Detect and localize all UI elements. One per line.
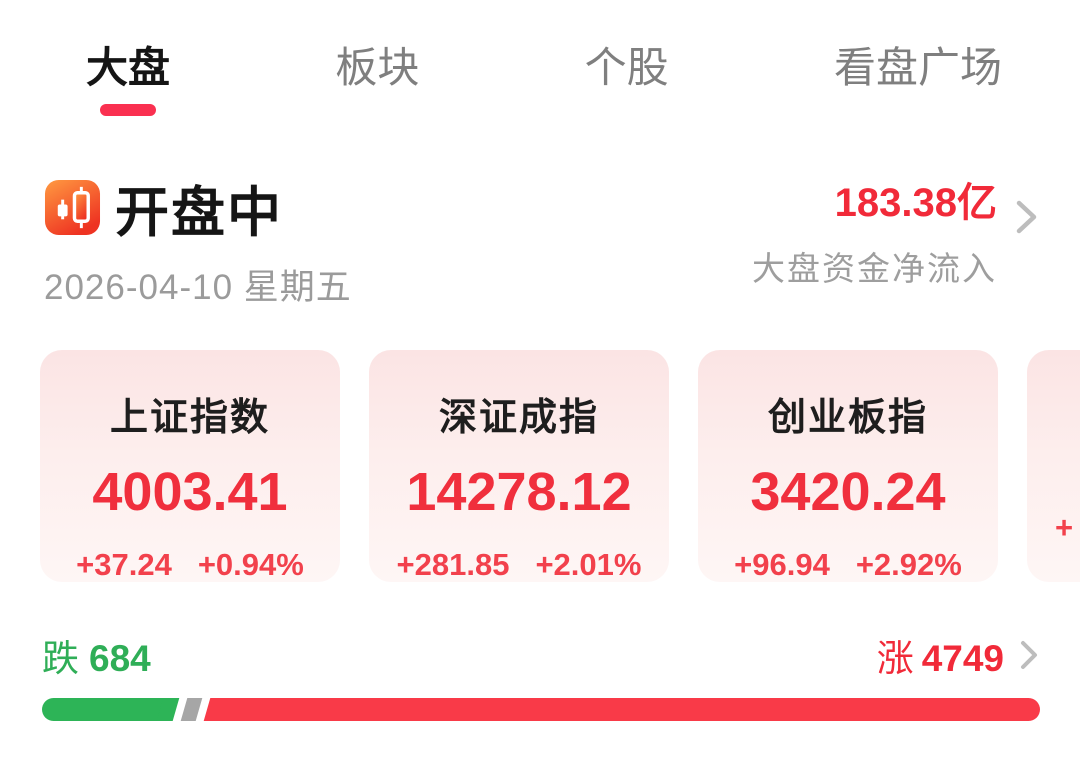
index-card-chinext[interactable]: 创业板指 3420.24 +96.94 +2.92% [698, 350, 998, 582]
advancers-block[interactable]: 涨 4749 [877, 628, 1040, 682]
decliners-count: 684 [89, 638, 151, 679]
tab-sectors[interactable]: 板块 [335, 34, 419, 95]
tab-label: 板块 [335, 44, 420, 91]
market-status-label: 开盘中 [115, 183, 283, 243]
index-card-shanghai[interactable]: 上证指数 4003.41 +37.24 +0.94% [40, 350, 340, 582]
tab-label: 看盘广场 [833, 44, 1002, 91]
advance-decline-bar [42, 698, 1040, 721]
index-name: 深证成指 [438, 397, 599, 439]
index-change-pct: +2.92% [855, 547, 962, 582]
decliners-bar-segment [42, 698, 168, 721]
tab-label: 大盘 [86, 44, 171, 91]
net-inflow-label: 大盘资金净流入 [752, 250, 997, 287]
index-change: + [1055, 510, 1074, 545]
turnover-footer: 今日实时成交额 11913 亿 较上一日此时 +416 亿 [44, 761, 1038, 768]
index-value: 4003.41 [92, 462, 288, 522]
index-cards-row: 上证指数 4003.41 +37.24 +0.94% 深证成指 14278.12… [40, 350, 1080, 582]
advance-decline-section: 跌 684 涨 4749 [42, 628, 1040, 721]
tab-market-overview[interactable]: 大盘 [86, 34, 170, 116]
index-card-partial[interactable]: + [1027, 350, 1080, 582]
decliners-label: 跌 684 [42, 628, 151, 682]
advancers-bar-segment [216, 698, 1040, 721]
index-value: 14278.12 [406, 462, 632, 522]
today-turnover: 今日实时成交额 11913 亿 [44, 761, 500, 768]
index-name: 创业板指 [767, 397, 928, 439]
top-tab-bar: 大盘 板块 个股 看盘广场 [0, 0, 1080, 116]
chevron-right-icon[interactable] [1013, 196, 1040, 238]
index-change: +281.85 [396, 547, 510, 582]
advancers-label: 涨 4749 [877, 628, 1004, 682]
turnover-comparison: 较上一日此时 +416 亿 [638, 761, 1038, 768]
advancers-word: 涨 [876, 638, 914, 679]
decliners-word: 跌 [42, 638, 79, 679]
date-value: 2026-04-10 [44, 268, 234, 307]
index-change-pct: +0.94% [197, 547, 304, 582]
advancers-count: 4749 [921, 638, 1004, 679]
index-change: +37.24 [76, 547, 172, 582]
tab-label: 个股 [584, 44, 669, 91]
net-inflow-value: 183.38亿 [834, 181, 997, 225]
tab-stocks[interactable]: 个股 [585, 34, 669, 95]
market-date: 2026-04-10 星期五 [44, 259, 752, 310]
index-name: 上证指数 [109, 397, 270, 439]
bar-divider [180, 698, 203, 721]
chevron-right-icon[interactable] [1018, 638, 1040, 672]
net-inflow-block[interactable]: 183.38亿 大盘资金净流入 [752, 170, 997, 290]
index-card-shenzhen[interactable]: 深证成指 14278.12 +281.85 +2.01% [369, 350, 669, 582]
weekday-value: 星期五 [243, 268, 352, 307]
market-status-section: 开盘中 2026-04-10 星期五 183.38亿 大盘资金净流入 [44, 168, 1040, 310]
candlestick-chart-icon [44, 179, 101, 236]
market-status-left: 开盘中 2026-04-10 星期五 [44, 168, 752, 310]
tab-watch-plaza[interactable]: 看盘广场 [834, 34, 1002, 95]
index-change: +96.94 [734, 547, 830, 582]
index-change-pct: +2.01% [535, 547, 642, 582]
active-tab-underline [100, 104, 156, 116]
index-value: 3420.24 [750, 462, 946, 522]
